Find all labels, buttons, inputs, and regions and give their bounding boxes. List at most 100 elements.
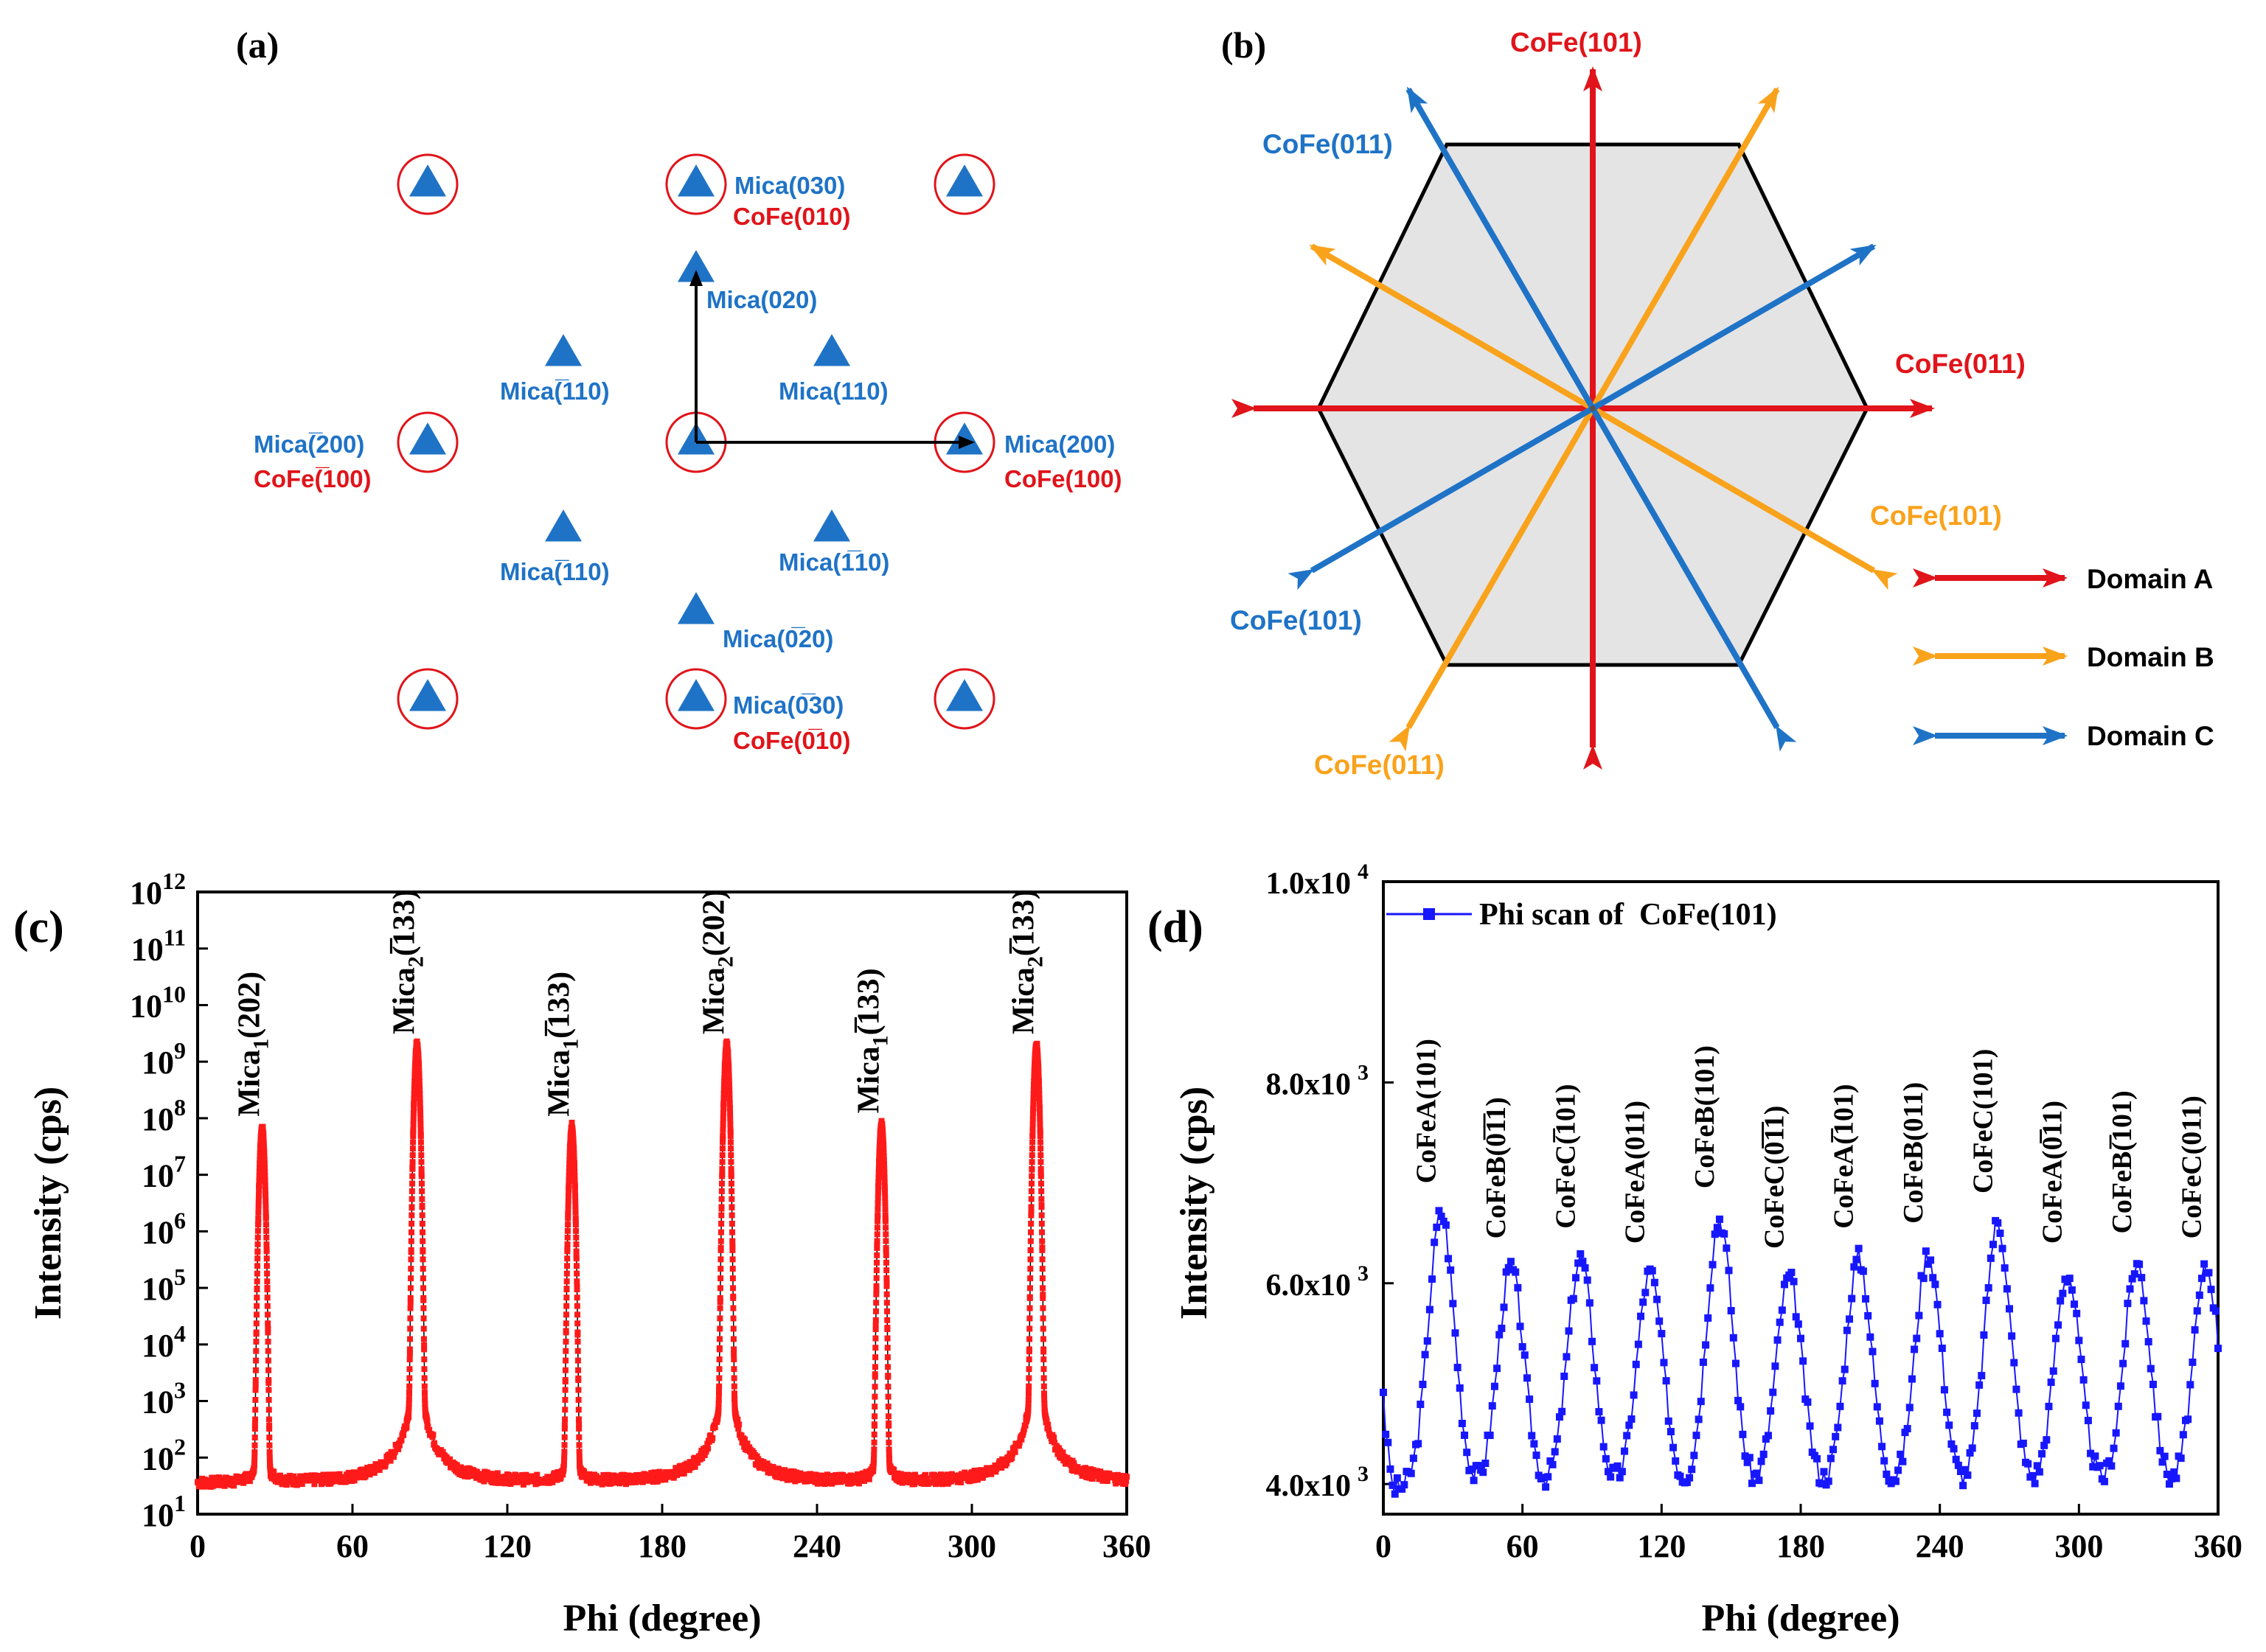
scan-point	[1625, 1421, 1633, 1429]
scan-point	[1662, 1377, 1670, 1385]
scan-point	[575, 1377, 582, 1384]
scan-point	[560, 1461, 567, 1468]
scan-point	[1038, 1146, 1044, 1152]
scan-point	[871, 1446, 877, 1453]
scan-point	[978, 1467, 984, 1474]
scan-point	[1989, 1241, 1997, 1249]
scan-point	[1954, 1461, 1962, 1469]
scan-point	[1516, 1322, 1524, 1331]
scan-point	[574, 1357, 581, 1364]
scan-point	[1431, 1238, 1439, 1247]
scan-point	[255, 1209, 262, 1216]
label-cofe-100: CoFe(100)	[1004, 465, 1122, 492]
scan-point	[1664, 1417, 1672, 1425]
scan-point	[2073, 1309, 2081, 1317]
scan-point	[2114, 1402, 2122, 1410]
scan-point	[265, 1407, 272, 1413]
scan-point	[408, 1256, 414, 1263]
scan-point	[886, 1456, 892, 1463]
scan-point	[701, 1451, 708, 1458]
scan-point	[265, 1396, 272, 1403]
scan-point	[880, 1157, 887, 1164]
scan-point	[1038, 1169, 1044, 1176]
scan-point	[1016, 1439, 1023, 1446]
scan-point	[1030, 1100, 1037, 1106]
scan-point	[574, 1270, 580, 1277]
scan-point	[1035, 1070, 1042, 1077]
scan-point	[251, 1459, 257, 1465]
scan-point	[1549, 1460, 1557, 1468]
scan-point	[563, 1278, 570, 1285]
scan-point	[416, 1060, 423, 1067]
scan-point	[566, 1157, 573, 1163]
scan-point	[728, 1159, 734, 1165]
scan-point	[883, 1238, 889, 1244]
scan-point	[719, 1171, 726, 1177]
peak-label: CoFeC(101)	[1967, 1049, 1998, 1193]
scan-point	[730, 1336, 737, 1342]
scan-point	[718, 1212, 725, 1219]
scan-point	[420, 1238, 426, 1244]
scan-point	[1026, 1356, 1032, 1363]
scan-point	[254, 1234, 261, 1241]
scan-point	[1453, 1364, 1462, 1372]
scan-point	[263, 1209, 269, 1216]
scan-point	[2068, 1286, 2076, 1294]
scan-point	[256, 1173, 263, 1179]
b-label-lower-right: CoFe(101)	[1870, 501, 2002, 531]
scan-point	[718, 1220, 725, 1227]
scan-point	[431, 1440, 438, 1446]
scan-point	[252, 1377, 259, 1384]
scan-point	[266, 1442, 273, 1449]
scan-point	[1037, 1133, 1043, 1140]
scan-point	[1493, 1365, 1501, 1373]
scan-point	[880, 1146, 887, 1153]
scan-point	[876, 1157, 883, 1164]
scan-point	[873, 1291, 880, 1297]
scan-point	[1713, 1224, 1721, 1232]
scan-point	[2038, 1450, 2046, 1458]
scan-point	[231, 1482, 237, 1489]
scan-point	[417, 1095, 423, 1101]
scan-point	[562, 1396, 569, 1403]
scan-point	[265, 1416, 272, 1423]
scan-point	[726, 1095, 733, 1101]
y-tick-label: 8.0x10	[1266, 1067, 1352, 1101]
scan-point	[875, 1194, 881, 1201]
scan-point	[717, 1285, 723, 1292]
scan-point	[1901, 1429, 1909, 1437]
scan-point	[1036, 1105, 1043, 1112]
scan-point	[255, 1192, 262, 1199]
scan-point	[1037, 1139, 1043, 1146]
scan-point	[2124, 1300, 2132, 1308]
scan-point	[721, 1082, 727, 1089]
scan-point	[1036, 1090, 1043, 1097]
scan-point	[1439, 1217, 1447, 1225]
scan-point	[1943, 1408, 1951, 1416]
scan-point	[491, 1473, 498, 1480]
scan-point	[1029, 1110, 1036, 1117]
scan-point	[420, 1285, 427, 1292]
mica-reflection-marker	[678, 164, 715, 197]
scan-point	[1607, 1473, 1615, 1481]
scan-point	[406, 1375, 413, 1381]
scan-point	[1883, 1470, 1891, 1478]
scan-point	[2049, 1367, 2057, 1375]
scan-point	[571, 1173, 578, 1179]
label-mica-110: Mica(110)	[779, 377, 889, 405]
scan-point	[1593, 1377, 1601, 1385]
scan-point	[236, 1474, 243, 1480]
scan-point	[1975, 1381, 1984, 1389]
legend-domain-c: Domain C	[2087, 721, 2214, 751]
scan-point	[2195, 1291, 2203, 1299]
scan-point	[261, 1146, 268, 1153]
scan-point	[729, 1247, 736, 1253]
scan-point	[881, 1179, 888, 1185]
scan-point	[1894, 1466, 1902, 1474]
scan-point	[1030, 1095, 1037, 1101]
scan-point	[1028, 1207, 1035, 1214]
scan-point	[1579, 1258, 1587, 1266]
scan-point	[880, 1153, 887, 1160]
scan-point	[1025, 1396, 1032, 1403]
scan-point	[1029, 1115, 1036, 1122]
